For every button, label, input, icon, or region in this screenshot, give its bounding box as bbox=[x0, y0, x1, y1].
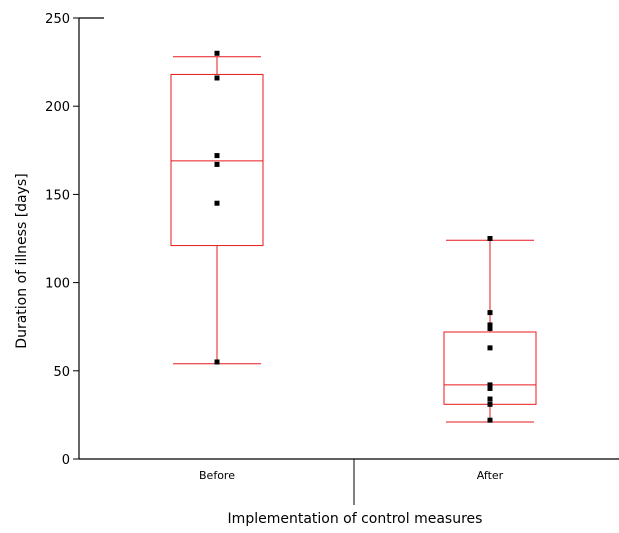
data-point-after-3 bbox=[487, 325, 493, 331]
y-tick-label-200: 200 bbox=[45, 100, 70, 115]
x-tick-label-before: Before bbox=[199, 469, 235, 482]
data-point-before-1 bbox=[214, 75, 220, 81]
y-axis-title: Duration of illness [days] bbox=[14, 173, 30, 348]
data-point-after-2 bbox=[487, 322, 493, 328]
box-series bbox=[170, 56, 537, 423]
y-tick-label-150: 150 bbox=[45, 188, 70, 203]
x-tick-label-after: After bbox=[477, 469, 504, 482]
data-point-after-4 bbox=[487, 345, 493, 351]
y-tick-label-50: 50 bbox=[53, 365, 70, 380]
data-point-after-1 bbox=[487, 310, 493, 316]
box-iqr bbox=[170, 73, 264, 247]
axis-labels: Duration of illness [days] Implementatio… bbox=[14, 173, 482, 527]
data-point-before-3 bbox=[214, 161, 220, 167]
x-axis-title: Implementation of control measures bbox=[228, 511, 483, 527]
data-point-before-0 bbox=[214, 50, 220, 56]
box-before bbox=[170, 56, 264, 365]
data-point-after-7 bbox=[487, 396, 493, 402]
y-tick-label-100: 100 bbox=[45, 277, 70, 292]
data-points bbox=[214, 50, 493, 423]
box-after bbox=[443, 239, 537, 423]
y-tick-label-0: 0 bbox=[62, 453, 70, 468]
data-point-after-0 bbox=[487, 236, 493, 241]
data-point-after-9 bbox=[487, 417, 493, 423]
data-point-before-2 bbox=[214, 153, 220, 159]
data-point-after-6 bbox=[487, 385, 493, 391]
data-point-after-5 bbox=[487, 382, 493, 388]
box-iqr bbox=[443, 331, 537, 405]
y-tick-label-250: 250 bbox=[45, 12, 70, 27]
axes: 0 50 100 150 200 250 Before After bbox=[45, 12, 619, 505]
data-point-before-4 bbox=[214, 200, 220, 206]
data-point-before-5 bbox=[214, 359, 220, 365]
data-point-after-8 bbox=[487, 401, 493, 407]
